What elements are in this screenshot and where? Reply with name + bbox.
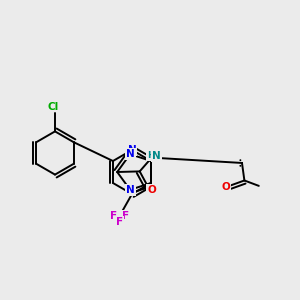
Text: F: F: [110, 211, 118, 221]
Text: N: N: [126, 149, 134, 159]
Text: F: F: [116, 217, 123, 227]
Text: H: H: [147, 151, 154, 160]
Text: F: F: [122, 211, 129, 221]
Text: N: N: [126, 185, 134, 195]
Text: N: N: [152, 151, 161, 161]
Text: Cl: Cl: [48, 102, 59, 112]
Text: O: O: [147, 185, 156, 195]
Text: N: N: [128, 145, 136, 155]
Text: O: O: [221, 182, 230, 192]
